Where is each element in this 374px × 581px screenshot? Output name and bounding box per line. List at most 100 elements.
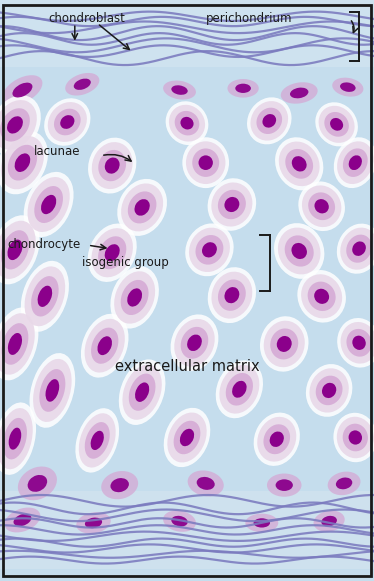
Ellipse shape: [7, 239, 22, 260]
Text: extracellular matrix: extracellular matrix: [115, 358, 259, 374]
Ellipse shape: [98, 236, 126, 269]
Ellipse shape: [285, 235, 314, 267]
Ellipse shape: [128, 191, 156, 224]
Ellipse shape: [341, 322, 374, 364]
Ellipse shape: [101, 471, 138, 499]
Ellipse shape: [15, 153, 30, 172]
Ellipse shape: [192, 149, 219, 177]
Ellipse shape: [270, 328, 298, 360]
Ellipse shape: [171, 314, 218, 371]
Ellipse shape: [281, 83, 318, 103]
Ellipse shape: [88, 224, 137, 282]
Ellipse shape: [247, 98, 291, 144]
Ellipse shape: [181, 327, 208, 358]
Ellipse shape: [30, 353, 75, 428]
Ellipse shape: [121, 184, 163, 231]
Ellipse shape: [85, 518, 102, 528]
Ellipse shape: [275, 137, 323, 191]
Ellipse shape: [65, 73, 99, 95]
Ellipse shape: [306, 364, 352, 417]
Ellipse shape: [105, 157, 120, 174]
Ellipse shape: [163, 511, 196, 532]
Ellipse shape: [169, 105, 205, 142]
Ellipse shape: [308, 192, 335, 220]
Ellipse shape: [0, 403, 36, 475]
Ellipse shape: [349, 155, 362, 170]
Ellipse shape: [264, 321, 305, 367]
Ellipse shape: [245, 514, 278, 532]
Ellipse shape: [54, 109, 81, 135]
Ellipse shape: [174, 421, 200, 454]
Ellipse shape: [263, 114, 276, 128]
Text: chondroblast: chondroblast: [49, 12, 126, 25]
Ellipse shape: [28, 475, 47, 492]
Ellipse shape: [202, 242, 217, 257]
Ellipse shape: [276, 479, 293, 491]
Ellipse shape: [218, 190, 246, 219]
Ellipse shape: [260, 316, 309, 372]
Ellipse shape: [3, 418, 27, 460]
Ellipse shape: [119, 360, 165, 425]
Ellipse shape: [0, 95, 41, 155]
Ellipse shape: [251, 101, 288, 141]
Ellipse shape: [175, 111, 199, 135]
Ellipse shape: [349, 431, 362, 444]
Ellipse shape: [267, 474, 301, 497]
Ellipse shape: [257, 107, 282, 134]
Ellipse shape: [211, 272, 252, 318]
Ellipse shape: [220, 365, 259, 414]
Ellipse shape: [334, 413, 374, 462]
Ellipse shape: [308, 282, 335, 311]
Ellipse shape: [343, 148, 368, 177]
Bar: [0, 491, 374, 569]
Ellipse shape: [313, 511, 345, 532]
Ellipse shape: [208, 267, 256, 323]
Ellipse shape: [9, 428, 21, 450]
Ellipse shape: [346, 329, 372, 357]
Ellipse shape: [74, 78, 91, 90]
Text: perichondrium: perichondrium: [206, 12, 292, 25]
Ellipse shape: [92, 228, 133, 277]
Ellipse shape: [171, 85, 188, 95]
Ellipse shape: [254, 413, 300, 466]
Ellipse shape: [227, 79, 259, 98]
Ellipse shape: [340, 83, 356, 92]
Ellipse shape: [1, 136, 44, 189]
Ellipse shape: [76, 408, 119, 472]
Ellipse shape: [292, 156, 307, 171]
Ellipse shape: [31, 276, 59, 317]
Ellipse shape: [180, 117, 194, 130]
Ellipse shape: [166, 101, 208, 145]
Ellipse shape: [48, 102, 87, 142]
Ellipse shape: [117, 179, 167, 236]
Ellipse shape: [337, 141, 374, 184]
Ellipse shape: [186, 141, 226, 184]
Ellipse shape: [8, 145, 37, 181]
Ellipse shape: [309, 368, 349, 413]
Ellipse shape: [98, 150, 126, 181]
Ellipse shape: [302, 185, 341, 227]
Ellipse shape: [188, 471, 224, 496]
Ellipse shape: [340, 228, 374, 270]
Ellipse shape: [12, 83, 33, 98]
Bar: [0, 0, 374, 67]
Ellipse shape: [337, 224, 374, 274]
Ellipse shape: [197, 477, 215, 490]
Ellipse shape: [85, 319, 125, 372]
Ellipse shape: [1, 323, 28, 365]
Ellipse shape: [0, 221, 36, 279]
Ellipse shape: [346, 235, 372, 263]
Ellipse shape: [211, 182, 252, 227]
Ellipse shape: [183, 137, 229, 188]
Ellipse shape: [319, 106, 355, 143]
Ellipse shape: [121, 280, 148, 315]
Text: isogenic group: isogenic group: [82, 256, 169, 269]
Ellipse shape: [105, 244, 120, 261]
Ellipse shape: [135, 199, 150, 216]
Ellipse shape: [322, 383, 336, 398]
Ellipse shape: [301, 274, 342, 318]
Ellipse shape: [8, 333, 22, 355]
Ellipse shape: [110, 266, 159, 329]
Ellipse shape: [24, 172, 74, 237]
Ellipse shape: [114, 271, 155, 324]
